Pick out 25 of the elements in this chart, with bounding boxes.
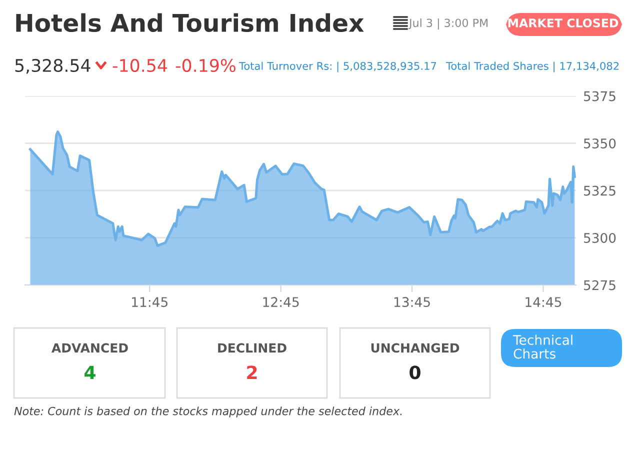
text: 4 xyxy=(84,366,96,379)
text: 5,328.54 xyxy=(15,58,90,74)
chart-subtitle: Jul 3 | 3:00 PM xyxy=(408,18,488,30)
y-tick-label: 5325 xyxy=(584,186,616,196)
text: -0.19% xyxy=(176,58,236,72)
text: 2 xyxy=(247,366,257,379)
text: Note: Count is based on the stocks mapped under the selected index. xyxy=(14,406,402,418)
text: DECLINED xyxy=(218,343,286,353)
y-tick-label: 5375 xyxy=(584,91,616,102)
text: 0 xyxy=(410,366,420,380)
y-tick-label: 5350 xyxy=(584,138,616,148)
text: MARKET CLOSED xyxy=(508,18,618,28)
text: ADVANCED xyxy=(52,343,128,353)
x-tick-label: 13:45 xyxy=(394,297,430,308)
text: Total Turnover Rs: | 5,083,528,935.17 xyxy=(238,62,436,72)
text: Technical Charts xyxy=(512,334,572,359)
text: UNCHANGED xyxy=(371,343,460,353)
y-tick-label: 5275 xyxy=(584,280,616,290)
x-tick-label: 11:45 xyxy=(132,297,168,308)
text: Total Traded Shares | 17,134,082 xyxy=(446,62,619,72)
y-tick-label: 5300 xyxy=(584,232,616,243)
x-tick-label: 14:45 xyxy=(526,297,562,308)
x-tick-label: 12:45 xyxy=(263,297,299,308)
chart-title: Hotels And Tourism Index xyxy=(16,13,364,32)
text: -10.54 xyxy=(112,58,167,72)
